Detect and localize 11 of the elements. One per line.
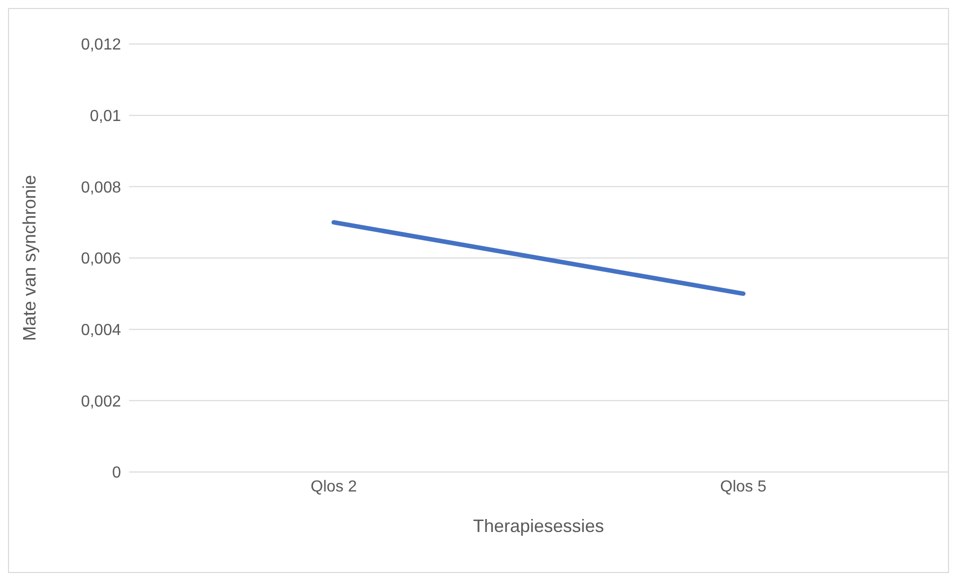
y-tick-label: 0,008 — [80, 179, 122, 196]
y-tick-label: 0 — [112, 464, 122, 482]
y-axis-title: Mate van synchronie — [19, 174, 40, 342]
y-tick-label: 0,01 — [90, 108, 122, 126]
x-tick-label: Qlos 5 — [720, 478, 766, 496]
y-tick-label: 0,006 — [80, 250, 122, 268]
y-tick-label: 0,002 — [80, 393, 122, 410]
x-axis-title: Therapiesessies — [472, 516, 604, 536]
y-tick-label: 0,004 — [80, 322, 122, 340]
x-tick-label: Qlos 2 — [310, 478, 357, 496]
y-tick-label: 0,012 — [80, 36, 122, 54]
